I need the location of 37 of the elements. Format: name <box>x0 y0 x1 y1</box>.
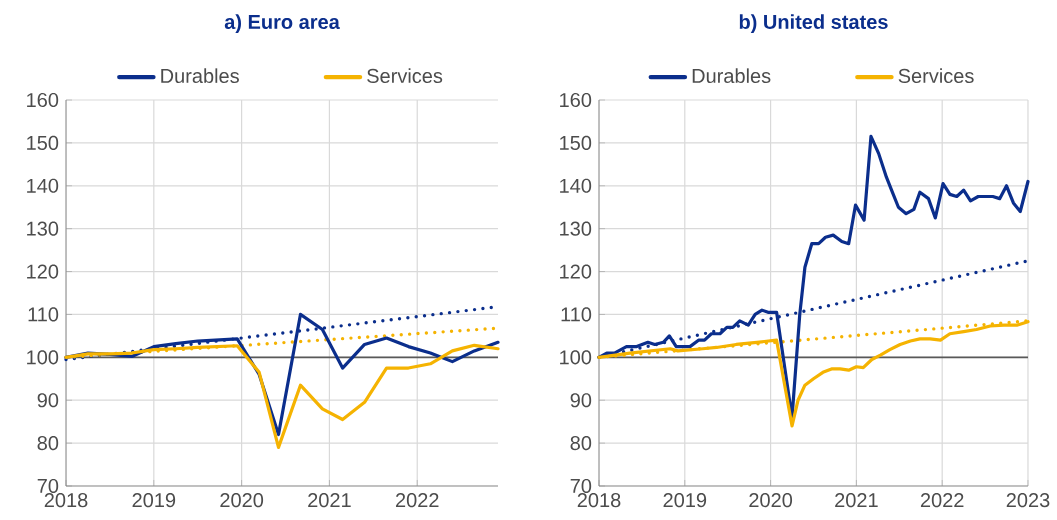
x-tick-label: 2020 <box>749 493 793 508</box>
x-tick-label: 2023 <box>1006 493 1050 508</box>
legend-label: Durables <box>161 68 239 84</box>
x-tick-label: 2020 <box>220 493 264 508</box>
chart-title: a) Euro area <box>224 14 340 33</box>
x-tick-label: 2021 <box>308 493 351 508</box>
y-tick-label: 140 <box>27 178 59 193</box>
y-tick-label: 100 <box>27 350 59 365</box>
y-tick-label: 100 <box>560 350 592 365</box>
y-tick-label: 130 <box>27 221 59 236</box>
y-tick-label: 90 <box>570 393 592 408</box>
x-tick-label: 2019 <box>132 493 176 508</box>
y-tick-label: 130 <box>560 221 592 236</box>
y-tick-label: 90 <box>37 393 59 408</box>
chart-title: b) United states <box>739 14 888 33</box>
x-tick-label: 2018 <box>44 493 88 508</box>
y-tick-label: 140 <box>560 178 592 193</box>
y-tick-label: 80 <box>570 436 592 451</box>
y-tick-label: 80 <box>37 436 59 451</box>
x-tick-label: 2022 <box>920 493 964 508</box>
x-tick-label: 2019 <box>663 493 707 508</box>
y-tick-label: 150 <box>27 135 59 150</box>
y-tick-label: 120 <box>27 264 59 279</box>
legend-label: Durables <box>692 68 771 84</box>
y-tick-label: 150 <box>560 135 592 150</box>
y-tick-label: 160 <box>560 92 592 108</box>
y-tick-label: 120 <box>560 264 592 279</box>
y-tick-label: 110 <box>28 307 59 322</box>
y-tick-label: 160 <box>27 92 59 108</box>
y-tick-label: 70 <box>37 478 59 494</box>
x-tick-label: 2018 <box>577 493 621 508</box>
legend-label: Services <box>367 68 443 84</box>
x-tick-label: 2022 <box>395 493 439 508</box>
y-tick-label: 70 <box>570 478 592 494</box>
x-tick-label: 2021 <box>835 493 878 508</box>
y-tick-label: 110 <box>561 307 592 322</box>
legend-label: Services <box>898 68 974 84</box>
